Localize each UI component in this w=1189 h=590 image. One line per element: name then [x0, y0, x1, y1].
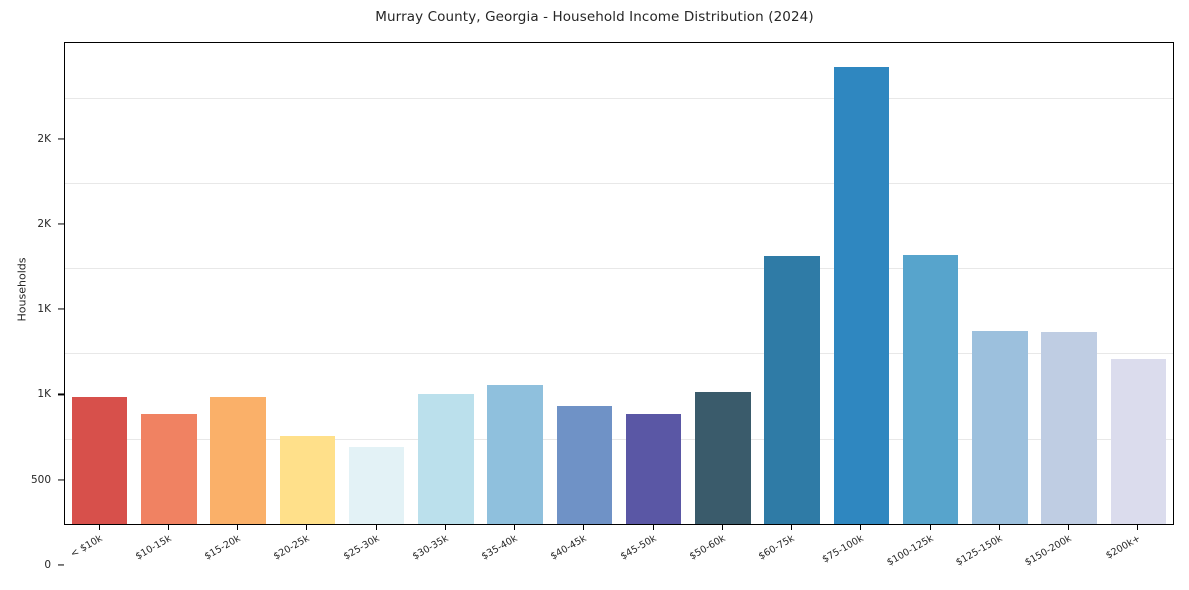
y-tick-label: 2K [37, 217, 51, 230]
x-tick-label: $35-40k [479, 533, 520, 563]
bar [625, 413, 682, 524]
x-tick-mark [237, 525, 239, 530]
y-tick-mark [58, 223, 64, 225]
chart-title: Murray County, Georgia - Household Incom… [375, 9, 814, 25]
x-tick-mark [583, 525, 585, 530]
y-tick-label: 1K [37, 303, 51, 316]
y-tick-label: 1K [37, 388, 51, 401]
x-tick-mark [306, 525, 308, 530]
x-tick-label: $25-30k [341, 533, 382, 563]
x-tick-mark [1137, 525, 1139, 530]
bar [1110, 359, 1167, 524]
y-tick-mark [58, 479, 64, 481]
bar [71, 396, 128, 524]
bar [418, 393, 474, 524]
x-tick-label: $10-15k [133, 533, 174, 563]
x-tick-mark [98, 525, 100, 530]
x-tick-label: $45-50k [618, 533, 659, 563]
bar [972, 331, 1028, 524]
bar [348, 447, 405, 524]
x-tick-label: $60-75k [756, 533, 797, 563]
x-tick-mark [652, 525, 654, 530]
x-tick-label: $30-35k [410, 533, 451, 563]
x-tick-mark [375, 525, 377, 530]
y-tick-mark [58, 564, 64, 566]
y-tick-mark [58, 138, 64, 140]
x-tick-mark [791, 525, 793, 530]
y-axis: Households 0 500 1K 1K 2K 2K [0, 42, 64, 571]
x-tick-label: $20-25k [272, 533, 312, 563]
x-tick-mark [721, 525, 723, 530]
bar [210, 396, 266, 524]
bars-layer [65, 43, 1173, 524]
x-tick-label: $125-150k [954, 533, 1005, 569]
y-tick-label: 2K [37, 132, 51, 145]
bar [141, 413, 197, 524]
bar [487, 385, 543, 524]
x-tick-label: $75-100k [820, 533, 866, 566]
x-tick-label: $200k+ [1104, 533, 1143, 562]
y-tick-mark [58, 393, 64, 395]
x-tick-mark [444, 525, 446, 530]
x-tick-label: < $10k [68, 533, 105, 561]
bar [833, 66, 890, 524]
y-tick-label: 500 [30, 473, 51, 486]
bar [695, 391, 751, 524]
x-tick-label: $150-200k [1023, 533, 1074, 569]
x-tick-label: $100-125k [884, 533, 936, 569]
bar [764, 256, 820, 524]
bar [1041, 332, 1097, 524]
x-tick-mark [1068, 525, 1070, 530]
x-tick-mark [860, 525, 862, 530]
x-tick-label: $50-60k [687, 533, 728, 563]
x-tick-mark [929, 525, 931, 530]
bar [279, 436, 336, 524]
bar [556, 406, 613, 524]
y-axis-label: Households [15, 257, 29, 322]
x-tick-label: $40-45k [549, 533, 589, 563]
x-tick-mark [167, 525, 169, 530]
x-tick-label: $15-20k [202, 533, 243, 563]
x-tick-mark [514, 525, 516, 530]
y-tick-label: 0 [44, 559, 51, 571]
y-tick-mark [58, 308, 64, 310]
bar [902, 254, 959, 524]
plot-area [64, 42, 1174, 525]
x-axis: < $10k $10-15k $15-20k $20-25k $25-30k $30-35… [64, 525, 1174, 590]
x-tick-mark [998, 525, 1000, 530]
